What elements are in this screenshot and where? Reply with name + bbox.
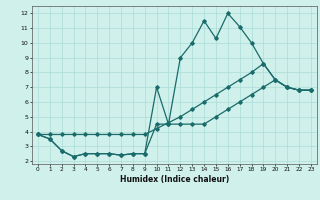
X-axis label: Humidex (Indice chaleur): Humidex (Indice chaleur) [120, 175, 229, 184]
